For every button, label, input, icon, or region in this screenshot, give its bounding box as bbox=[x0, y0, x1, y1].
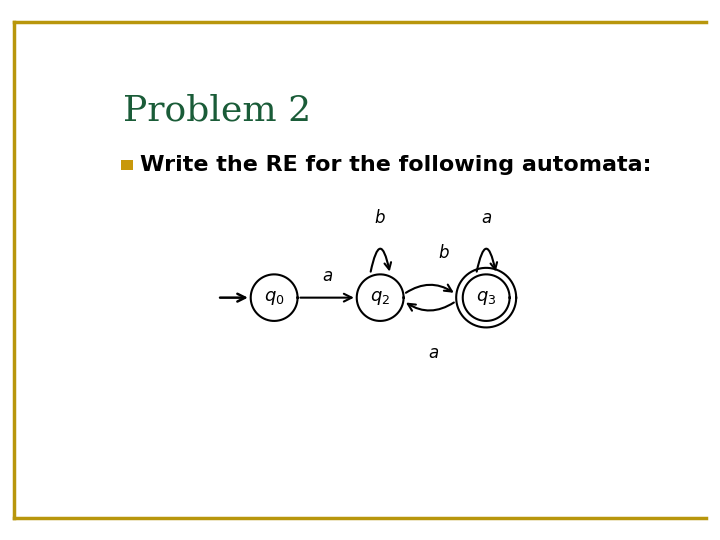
Text: $a$: $a$ bbox=[428, 346, 438, 362]
Text: Write the RE for the following automata:: Write the RE for the following automata: bbox=[140, 154, 652, 174]
FancyArrowPatch shape bbox=[371, 248, 391, 272]
FancyArrowPatch shape bbox=[408, 302, 454, 310]
Text: $b$: $b$ bbox=[374, 208, 386, 227]
FancyBboxPatch shape bbox=[121, 160, 133, 170]
Text: $a$: $a$ bbox=[322, 268, 333, 285]
FancyArrowPatch shape bbox=[477, 248, 497, 272]
Text: $q_0$: $q_0$ bbox=[264, 289, 284, 307]
Text: $q_3$: $q_3$ bbox=[476, 289, 496, 307]
Text: $q_2$: $q_2$ bbox=[370, 289, 390, 307]
FancyArrowPatch shape bbox=[406, 285, 452, 293]
Text: $a$: $a$ bbox=[481, 210, 492, 227]
Text: $b$: $b$ bbox=[438, 244, 450, 262]
Text: Problem 2: Problem 2 bbox=[124, 94, 312, 128]
